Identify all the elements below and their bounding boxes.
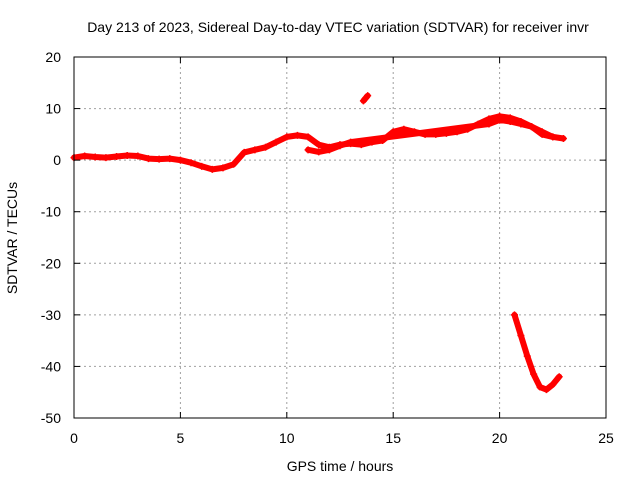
data-point <box>304 146 312 154</box>
data-point <box>283 133 291 141</box>
ticks <box>73 56 607 419</box>
data-point <box>517 331 525 339</box>
data-point <box>91 153 99 161</box>
data-point <box>364 92 372 100</box>
data-point <box>155 155 163 163</box>
data-point <box>219 164 227 172</box>
data-point <box>549 133 557 141</box>
data-point <box>113 153 121 161</box>
chart-title: Day 213 of 2023, Sidereal Day-to-day VTE… <box>87 19 589 35</box>
data-point <box>559 134 567 142</box>
y-tick-label: -20 <box>41 255 61 271</box>
data-point <box>347 138 355 146</box>
series-dip <box>510 311 563 394</box>
x-tick-label: 5 <box>177 430 185 446</box>
y-tick-label: 0 <box>53 152 61 168</box>
data-point <box>208 165 216 173</box>
x-tick-label: 25 <box>598 430 614 446</box>
data-point <box>123 152 131 160</box>
x-tick-labels: 0 5 10 15 20 25 <box>70 430 614 446</box>
x-tick-label: 10 <box>279 430 295 446</box>
y-tick-label: -30 <box>41 307 61 323</box>
y-axis-title: SDTVAR / TECUs <box>4 182 20 294</box>
data-point <box>325 146 333 154</box>
y-tick-label: 10 <box>45 101 61 117</box>
data-point <box>336 142 344 150</box>
series-outlier <box>359 92 372 105</box>
data-point <box>485 120 493 128</box>
x-tick-label: 0 <box>70 430 78 446</box>
data-marks <box>70 92 567 394</box>
x-tick-label: 15 <box>385 430 401 446</box>
data-point <box>400 125 408 133</box>
data-point <box>549 380 557 388</box>
y-tick-label: -40 <box>41 358 61 374</box>
data-point <box>144 155 152 163</box>
data-point <box>102 154 110 162</box>
y-tick-label: -50 <box>41 410 61 426</box>
data-point <box>187 159 195 167</box>
data-point <box>530 370 538 378</box>
data-point <box>528 123 536 131</box>
y-tick-labels: -50 -40 -30 -20 -10 0 10 20 <box>41 49 61 426</box>
data-point <box>81 152 89 160</box>
data-point <box>251 146 259 154</box>
y-tick-label: -10 <box>41 204 61 220</box>
data-point <box>315 141 323 149</box>
data-point <box>134 152 142 160</box>
data-point <box>538 128 546 136</box>
data-point <box>262 143 270 151</box>
data-point <box>230 160 238 168</box>
data-point <box>523 352 531 360</box>
data-point <box>166 155 174 163</box>
series-trace <box>511 311 563 393</box>
series-secondary <box>304 116 557 156</box>
data-point <box>293 131 301 139</box>
data-point <box>506 117 514 125</box>
data-point <box>176 156 184 164</box>
data-point <box>496 116 504 124</box>
data-point <box>315 148 323 156</box>
plot-frame <box>73 56 607 419</box>
x-tick-label: 20 <box>492 430 508 446</box>
data-point <box>510 311 518 319</box>
data-point <box>198 162 206 170</box>
data-point <box>555 373 563 381</box>
y-tick-label: 20 <box>45 49 61 65</box>
data-point <box>542 386 550 394</box>
data-point <box>536 383 544 391</box>
data-point <box>517 120 525 128</box>
data-point <box>272 138 280 146</box>
x-axis-title: GPS time / hours <box>287 458 394 474</box>
data-point <box>240 148 248 156</box>
data-point <box>304 133 312 141</box>
